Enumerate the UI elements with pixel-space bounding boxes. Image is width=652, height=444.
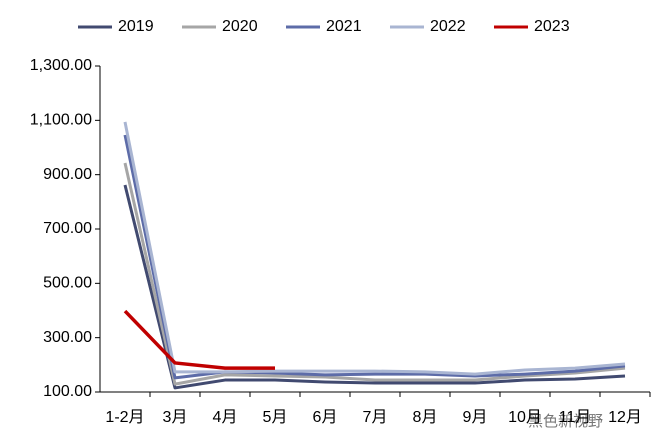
y-tick-label: 300.00 bbox=[43, 329, 92, 346]
y-tick-label: 1,100.00 bbox=[30, 112, 92, 129]
legend-label: 2023 bbox=[534, 18, 570, 35]
series-line bbox=[123, 134, 626, 380]
x-tick-label: 5月 bbox=[263, 409, 288, 426]
x-tick-label: 4月 bbox=[213, 409, 238, 426]
x-tick-label: 3月 bbox=[163, 409, 188, 426]
y-tick-label: 900.00 bbox=[43, 166, 92, 183]
legend-label: 2020 bbox=[222, 18, 258, 35]
x-tick-label: 7月 bbox=[363, 409, 388, 426]
x-tick-label: 9月 bbox=[463, 409, 488, 426]
legend-label: 2021 bbox=[326, 18, 362, 35]
series-line bbox=[123, 162, 626, 386]
y-tick-label: 1,300.00 bbox=[30, 57, 92, 74]
x-tick-label: 10月 bbox=[508, 409, 542, 426]
x-tick-label: 8月 bbox=[413, 409, 438, 426]
series-line bbox=[123, 184, 626, 390]
watermark: 黑色新视野 bbox=[528, 413, 603, 430]
x-tick-label: 12月 bbox=[608, 409, 642, 426]
x-tick-label: 6月 bbox=[313, 409, 338, 426]
y-tick-label: 700.00 bbox=[43, 220, 92, 237]
series-line bbox=[123, 121, 626, 376]
legend-label: 2022 bbox=[430, 18, 466, 35]
y-tick-label: 100.00 bbox=[43, 383, 92, 400]
legend-label: 2019 bbox=[118, 18, 154, 35]
series-line bbox=[123, 309, 275, 370]
x-tick-label: 11月 bbox=[559, 409, 592, 426]
y-tick-label: 500.00 bbox=[43, 275, 92, 292]
x-tick-label: 1-2月 bbox=[105, 409, 144, 426]
